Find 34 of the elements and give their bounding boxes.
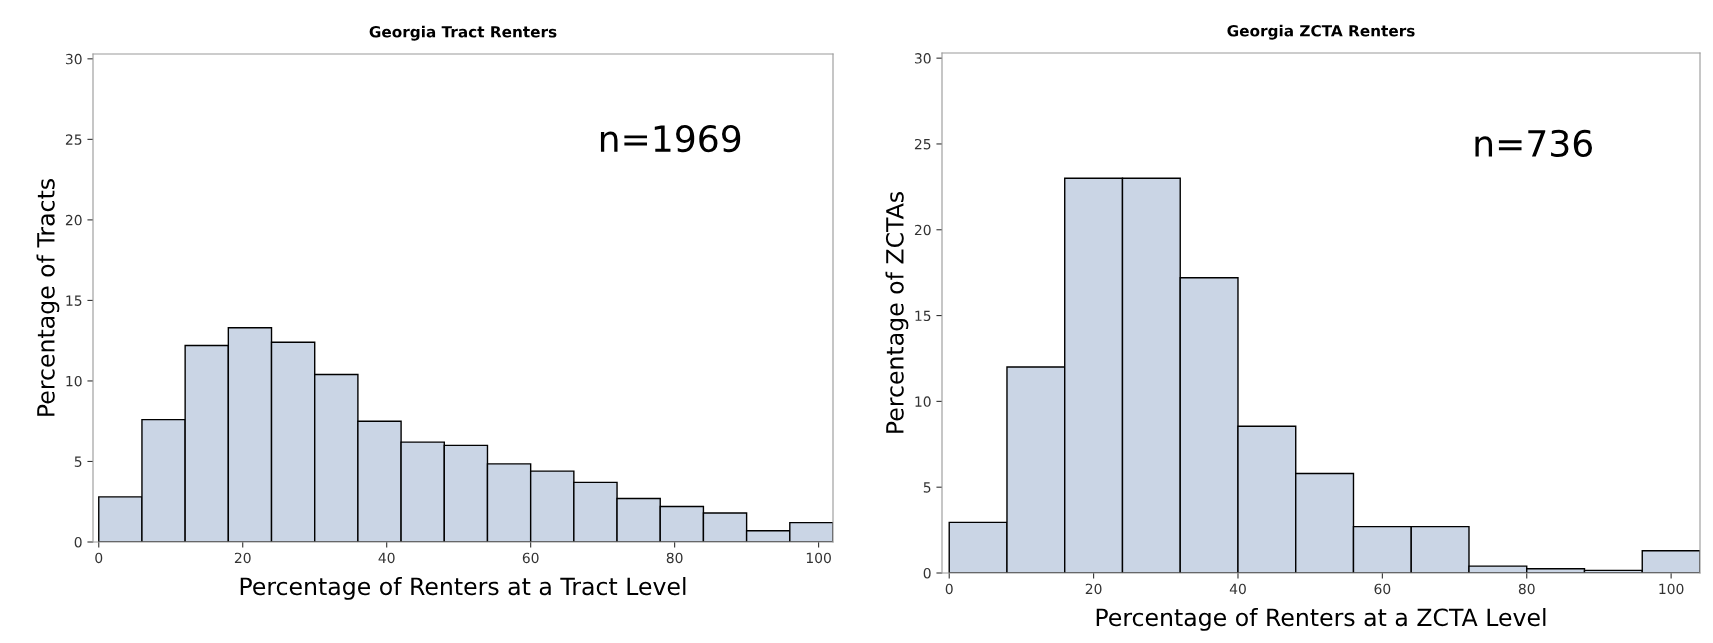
annotation: n=1969 <box>600 125 741 153</box>
y-tick-label: 20 <box>65 214 82 226</box>
y-tick-label: 30 <box>914 53 931 64</box>
x-tick-label: 80 <box>1518 583 1535 595</box>
y-tick-label: 5 <box>74 456 82 467</box>
x-tick-label: 100 <box>806 552 831 564</box>
y-tick-label: 10 <box>66 375 82 387</box>
chart-title: Georgia ZCTA Renters <box>1227 24 1415 40</box>
y-tick-label: 10 <box>915 396 931 407</box>
x-tick-label: 60 <box>522 552 539 564</box>
x-tick-label: 20 <box>1085 583 1102 595</box>
y-tick-label: 0 <box>74 536 82 548</box>
x-tick-label: 20 <box>234 552 251 564</box>
x-tick-label: 100 <box>1659 583 1684 595</box>
y-tick-label: 25 <box>65 134 82 145</box>
x-tick-label: 0 <box>945 583 953 595</box>
y-tick-label: 15 <box>66 295 82 306</box>
y-tick-label: 20 <box>914 224 931 236</box>
y-axis-title: Percentage of Tracts <box>36 179 60 416</box>
x-tick-label: 80 <box>666 552 683 564</box>
y-axis-title: Percentage of ZCTAs <box>885 192 909 433</box>
x-tick-label: 40 <box>1229 583 1246 595</box>
y-tick-label: 0 <box>923 567 931 579</box>
y-tick-label: 25 <box>914 138 931 150</box>
x-axis-title: Percentage of Renters at a Tract Level <box>240 576 686 600</box>
y-tick-label: 5 <box>923 482 931 493</box>
x-tick-label: 0 <box>95 552 103 564</box>
annotation: n=736 <box>1475 129 1592 158</box>
x-axis-title: Percentage of Renters at a ZCTA Level <box>1096 607 1546 631</box>
y-tick-label: 30 <box>65 53 82 65</box>
y-tick-label: 15 <box>915 310 931 322</box>
x-tick-label: 60 <box>1374 583 1391 595</box>
x-tick-label: 40 <box>378 552 395 564</box>
chart-title: Georgia Tract Renters <box>369 25 557 41</box>
